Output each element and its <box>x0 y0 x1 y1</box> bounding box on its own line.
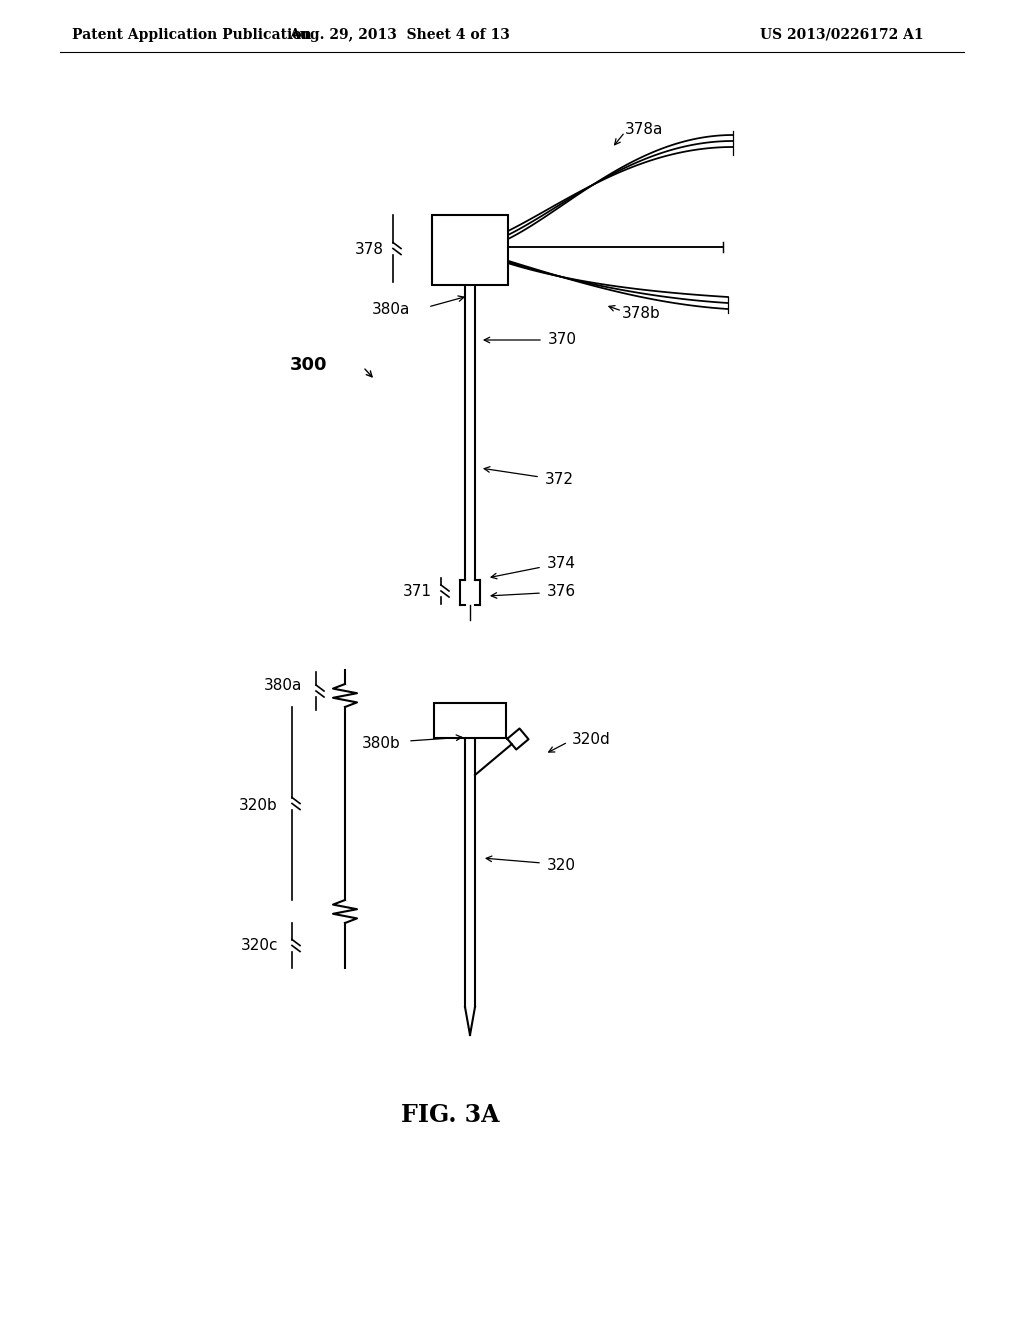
Text: 320d: 320d <box>572 733 610 747</box>
Text: 320c: 320c <box>241 939 278 953</box>
Text: 380a: 380a <box>263 677 302 693</box>
Text: 376: 376 <box>547 585 577 599</box>
Text: FIG. 3A: FIG. 3A <box>400 1104 500 1127</box>
Text: 320b: 320b <box>240 797 278 813</box>
Text: 374: 374 <box>547 557 575 572</box>
Text: Aug. 29, 2013  Sheet 4 of 13: Aug. 29, 2013 Sheet 4 of 13 <box>290 28 510 42</box>
Bar <box>434 702 506 738</box>
Text: 380b: 380b <box>362 735 400 751</box>
Text: 380a: 380a <box>372 302 410 318</box>
Text: 378b: 378b <box>622 306 660 322</box>
Text: 378: 378 <box>355 243 384 257</box>
Text: 320: 320 <box>547 858 575 873</box>
Text: 370: 370 <box>548 333 577 347</box>
Text: Patent Application Publication: Patent Application Publication <box>72 28 311 42</box>
Text: 300: 300 <box>290 356 327 374</box>
Text: US 2013/0226172 A1: US 2013/0226172 A1 <box>760 28 924 42</box>
Text: 378a: 378a <box>625 123 664 137</box>
Text: 371: 371 <box>403 585 432 599</box>
Text: 372: 372 <box>545 473 574 487</box>
Bar <box>432 215 508 285</box>
